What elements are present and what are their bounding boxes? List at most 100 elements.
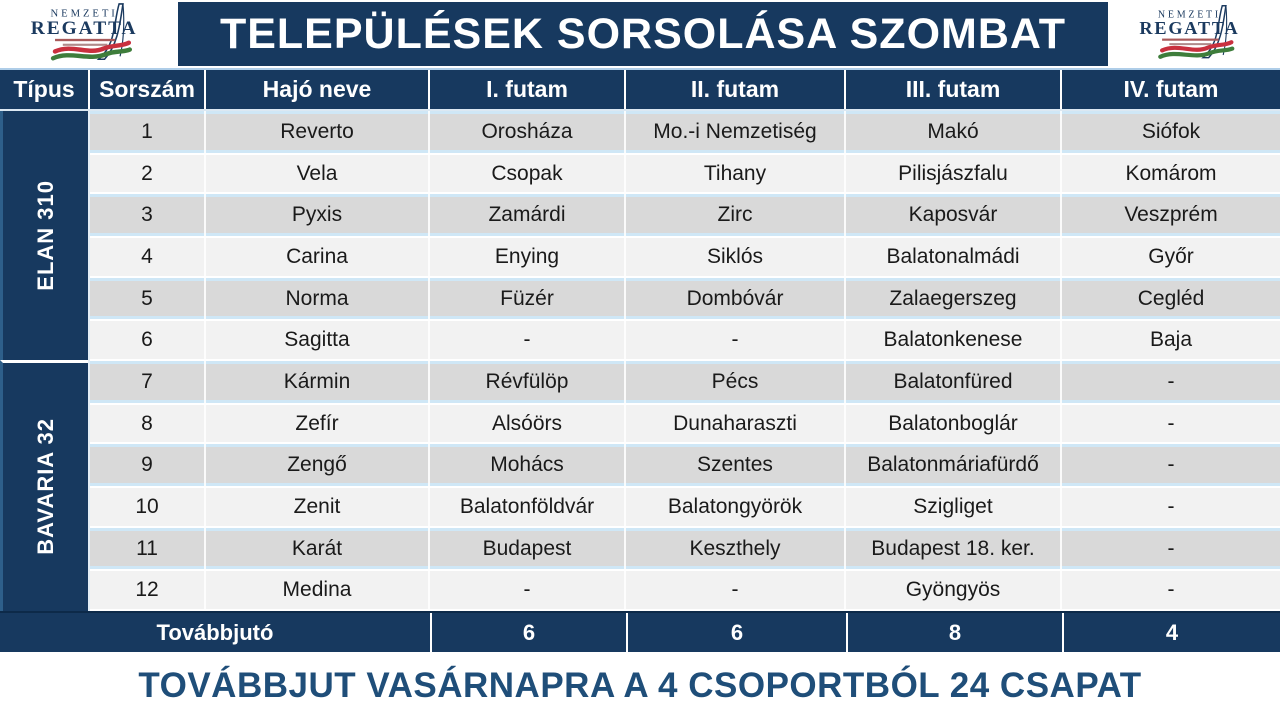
cell-futam-4: Cegléd xyxy=(1137,286,1205,310)
cell-futam-2: - xyxy=(626,569,846,612)
title-bar: TELEPÜLÉSEK SORSOLÁSA SZOMBAT xyxy=(178,2,1108,66)
logo-tagline-line xyxy=(1169,43,1212,46)
cell-sorszam: 1 xyxy=(90,111,206,153)
table-row: 8 Zefír Alsóörs Dunaharaszti Balatonbogl… xyxy=(90,402,1280,445)
group-label: ELAN 310 xyxy=(32,179,58,291)
cell-futam-1: - xyxy=(430,319,626,362)
logo-main-text: REGATTA xyxy=(31,18,138,39)
cell-futam-1: Orosháza xyxy=(430,111,626,153)
table-rows: 1 Reverto Orosháza Mo.-i Nemzetiség Makó… xyxy=(90,111,1280,612)
cell-futam-1: Csopak xyxy=(430,152,626,195)
logo-top-text: NEMZETI xyxy=(1158,10,1221,21)
cell-futam-2: Siklós xyxy=(626,236,846,278)
cell-sorszam: 6 xyxy=(90,319,206,362)
cell-futam-1: Enying xyxy=(430,236,626,278)
cell-sorszam: 4 xyxy=(90,236,206,278)
regatta-logo-icon: NEMZETI REGATTA xyxy=(31,3,138,61)
table-row: 12 Medina - - Gyöngyös - xyxy=(90,569,1280,612)
table-row: 11 Karát Budapest Keszthely Budapest 18.… xyxy=(90,527,1280,570)
cell-futam-2: Tihany xyxy=(626,152,846,195)
column-header-futam-4: IV. futam xyxy=(1123,76,1219,102)
qualifiers-futam-3: 8 xyxy=(846,613,1062,652)
cell-futam-1: Alsóörs xyxy=(430,402,626,445)
cell-sorszam: 8 xyxy=(90,402,206,445)
cell-hajo-neve: Pyxis xyxy=(206,194,430,237)
cell-futam-4: - xyxy=(1167,453,1175,477)
cell-futam-1: Budapest xyxy=(430,527,626,570)
cell-hajo-neve: Karát xyxy=(206,527,430,570)
cell-futam-2: Mo.-i Nemzetiség xyxy=(626,111,846,153)
regatta-logo-icon: NEMZETI REGATTA xyxy=(1139,5,1239,59)
cell-futam-2: Pécs xyxy=(626,361,846,403)
cell-sorszam: 7 xyxy=(90,361,206,403)
bottom-note: TOVÁBBJUT VASÁRNAPRA A 4 CSOPORTBÓL 24 C… xyxy=(138,666,1142,705)
cell-hajo-neve: Norma xyxy=(206,277,430,320)
qualifiers-futam-1: 6 xyxy=(430,613,626,652)
cell-futam-4: - xyxy=(1167,411,1175,435)
cell-futam-1: Balatonföldvár xyxy=(430,486,626,528)
logo-tagline-line xyxy=(62,43,108,46)
cell-sorszam: 9 xyxy=(90,444,206,487)
table-row: 9 Zengő Mohács Szentes Balatonmáriafürdő… xyxy=(90,444,1280,487)
cell-futam-4: Veszprém xyxy=(1124,203,1218,227)
column-header-futam-2: II. futam xyxy=(626,70,846,109)
boat-type-column: ELAN 310 BAVARIA 32 xyxy=(0,111,90,611)
logo-green-wave xyxy=(50,47,132,61)
cell-futam-3: Makó xyxy=(846,111,1062,153)
cell-futam-4: - xyxy=(1167,536,1175,560)
cell-futam-3: Szigliget xyxy=(846,486,1062,528)
logo-red-wave xyxy=(52,40,132,54)
column-header-hajo-neve: Hajó neve xyxy=(206,70,430,109)
cell-hajo-neve: Zefír xyxy=(206,402,430,445)
header-band: NEMZETI REGATTA TELEPÜLÉSEK SORSOLÁSA SZ… xyxy=(0,0,1280,68)
cell-futam-3: Balatonmáriafürdő xyxy=(846,444,1062,487)
logo-top-text: NEMZETI xyxy=(51,8,118,20)
column-header-futam-1: I. futam xyxy=(430,70,626,109)
logo-main-text: REGATTA xyxy=(1139,18,1239,38)
column-header-futam-3: III. futam xyxy=(846,70,1062,109)
table-row: 5 Norma Füzér Dombóvár Zalaegerszeg Cegl… xyxy=(90,277,1280,320)
group-label: BAVARIA 32 xyxy=(32,418,58,556)
cell-futam-4: - xyxy=(1167,369,1175,393)
cell-futam-2: Zirc xyxy=(626,194,846,237)
cell-futam-3: Balatonfüred xyxy=(846,361,1062,403)
cell-futam-2: Balatongyörök xyxy=(626,486,846,528)
cell-futam-1: Füzér xyxy=(430,277,626,320)
qualifiers-summary-row: Továbbjutó 6 6 8 4 xyxy=(0,611,1280,652)
cell-futam-4: Baja xyxy=(1149,328,1193,352)
cell-futam-2: Dunaharaszti xyxy=(626,402,846,445)
cell-futam-3: Balatonkenese xyxy=(846,319,1062,362)
column-header-sorszam: Sorszám xyxy=(90,70,206,109)
cell-futam-3: Kaposvár xyxy=(846,194,1062,237)
cell-sorszam: 12 xyxy=(90,569,206,612)
cell-futam-4: - xyxy=(1167,578,1175,602)
table-row: 4 Carina Enying Siklós Balatonalmádi Győ… xyxy=(90,236,1280,278)
group-elan-310: ELAN 310 xyxy=(0,111,88,360)
cell-hajo-neve: Reverto xyxy=(206,111,430,153)
page-title: TELEPÜLÉSEK SORSOLÁSA SZOMBAT xyxy=(219,9,1067,58)
cell-hajo-neve: Sagitta xyxy=(206,319,430,362)
logo-left: NEMZETI REGATTA xyxy=(0,0,178,68)
table-body: ELAN 310 BAVARIA 32 1 Reverto Orosháza M… xyxy=(0,111,1280,612)
qualifiers-label: Továbbjutó xyxy=(156,619,274,645)
logo-green-wave xyxy=(1158,46,1235,59)
cell-futam-1: Zamárdi xyxy=(430,194,626,237)
cell-futam-2: Dombóvár xyxy=(626,277,846,320)
cell-futam-4: Siófok xyxy=(1141,119,1201,143)
cell-sorszam: 3 xyxy=(90,194,206,237)
cell-futam-1: Révfülöp xyxy=(430,361,626,403)
cell-futam-4: Komárom xyxy=(1125,161,1217,185)
cell-sorszam: 2 xyxy=(90,152,206,195)
cell-sorszam: 10 xyxy=(90,486,206,528)
cell-sorszam: 11 xyxy=(90,527,206,570)
logo-red-wave xyxy=(1159,40,1234,53)
cell-futam-1: - xyxy=(430,569,626,612)
logo-right: NEMZETI REGATTA xyxy=(1108,0,1280,68)
qualifiers-futam-2: 6 xyxy=(626,613,846,652)
table-row: 10 Zenit Balatonföldvár Balatongyörök Sz… xyxy=(90,486,1280,528)
cell-hajo-neve: Kármin xyxy=(206,361,430,403)
cell-futam-2: Keszthely xyxy=(626,527,846,570)
cell-futam-4: Győr xyxy=(1148,244,1194,268)
cell-futam-1: Mohács xyxy=(430,444,626,487)
